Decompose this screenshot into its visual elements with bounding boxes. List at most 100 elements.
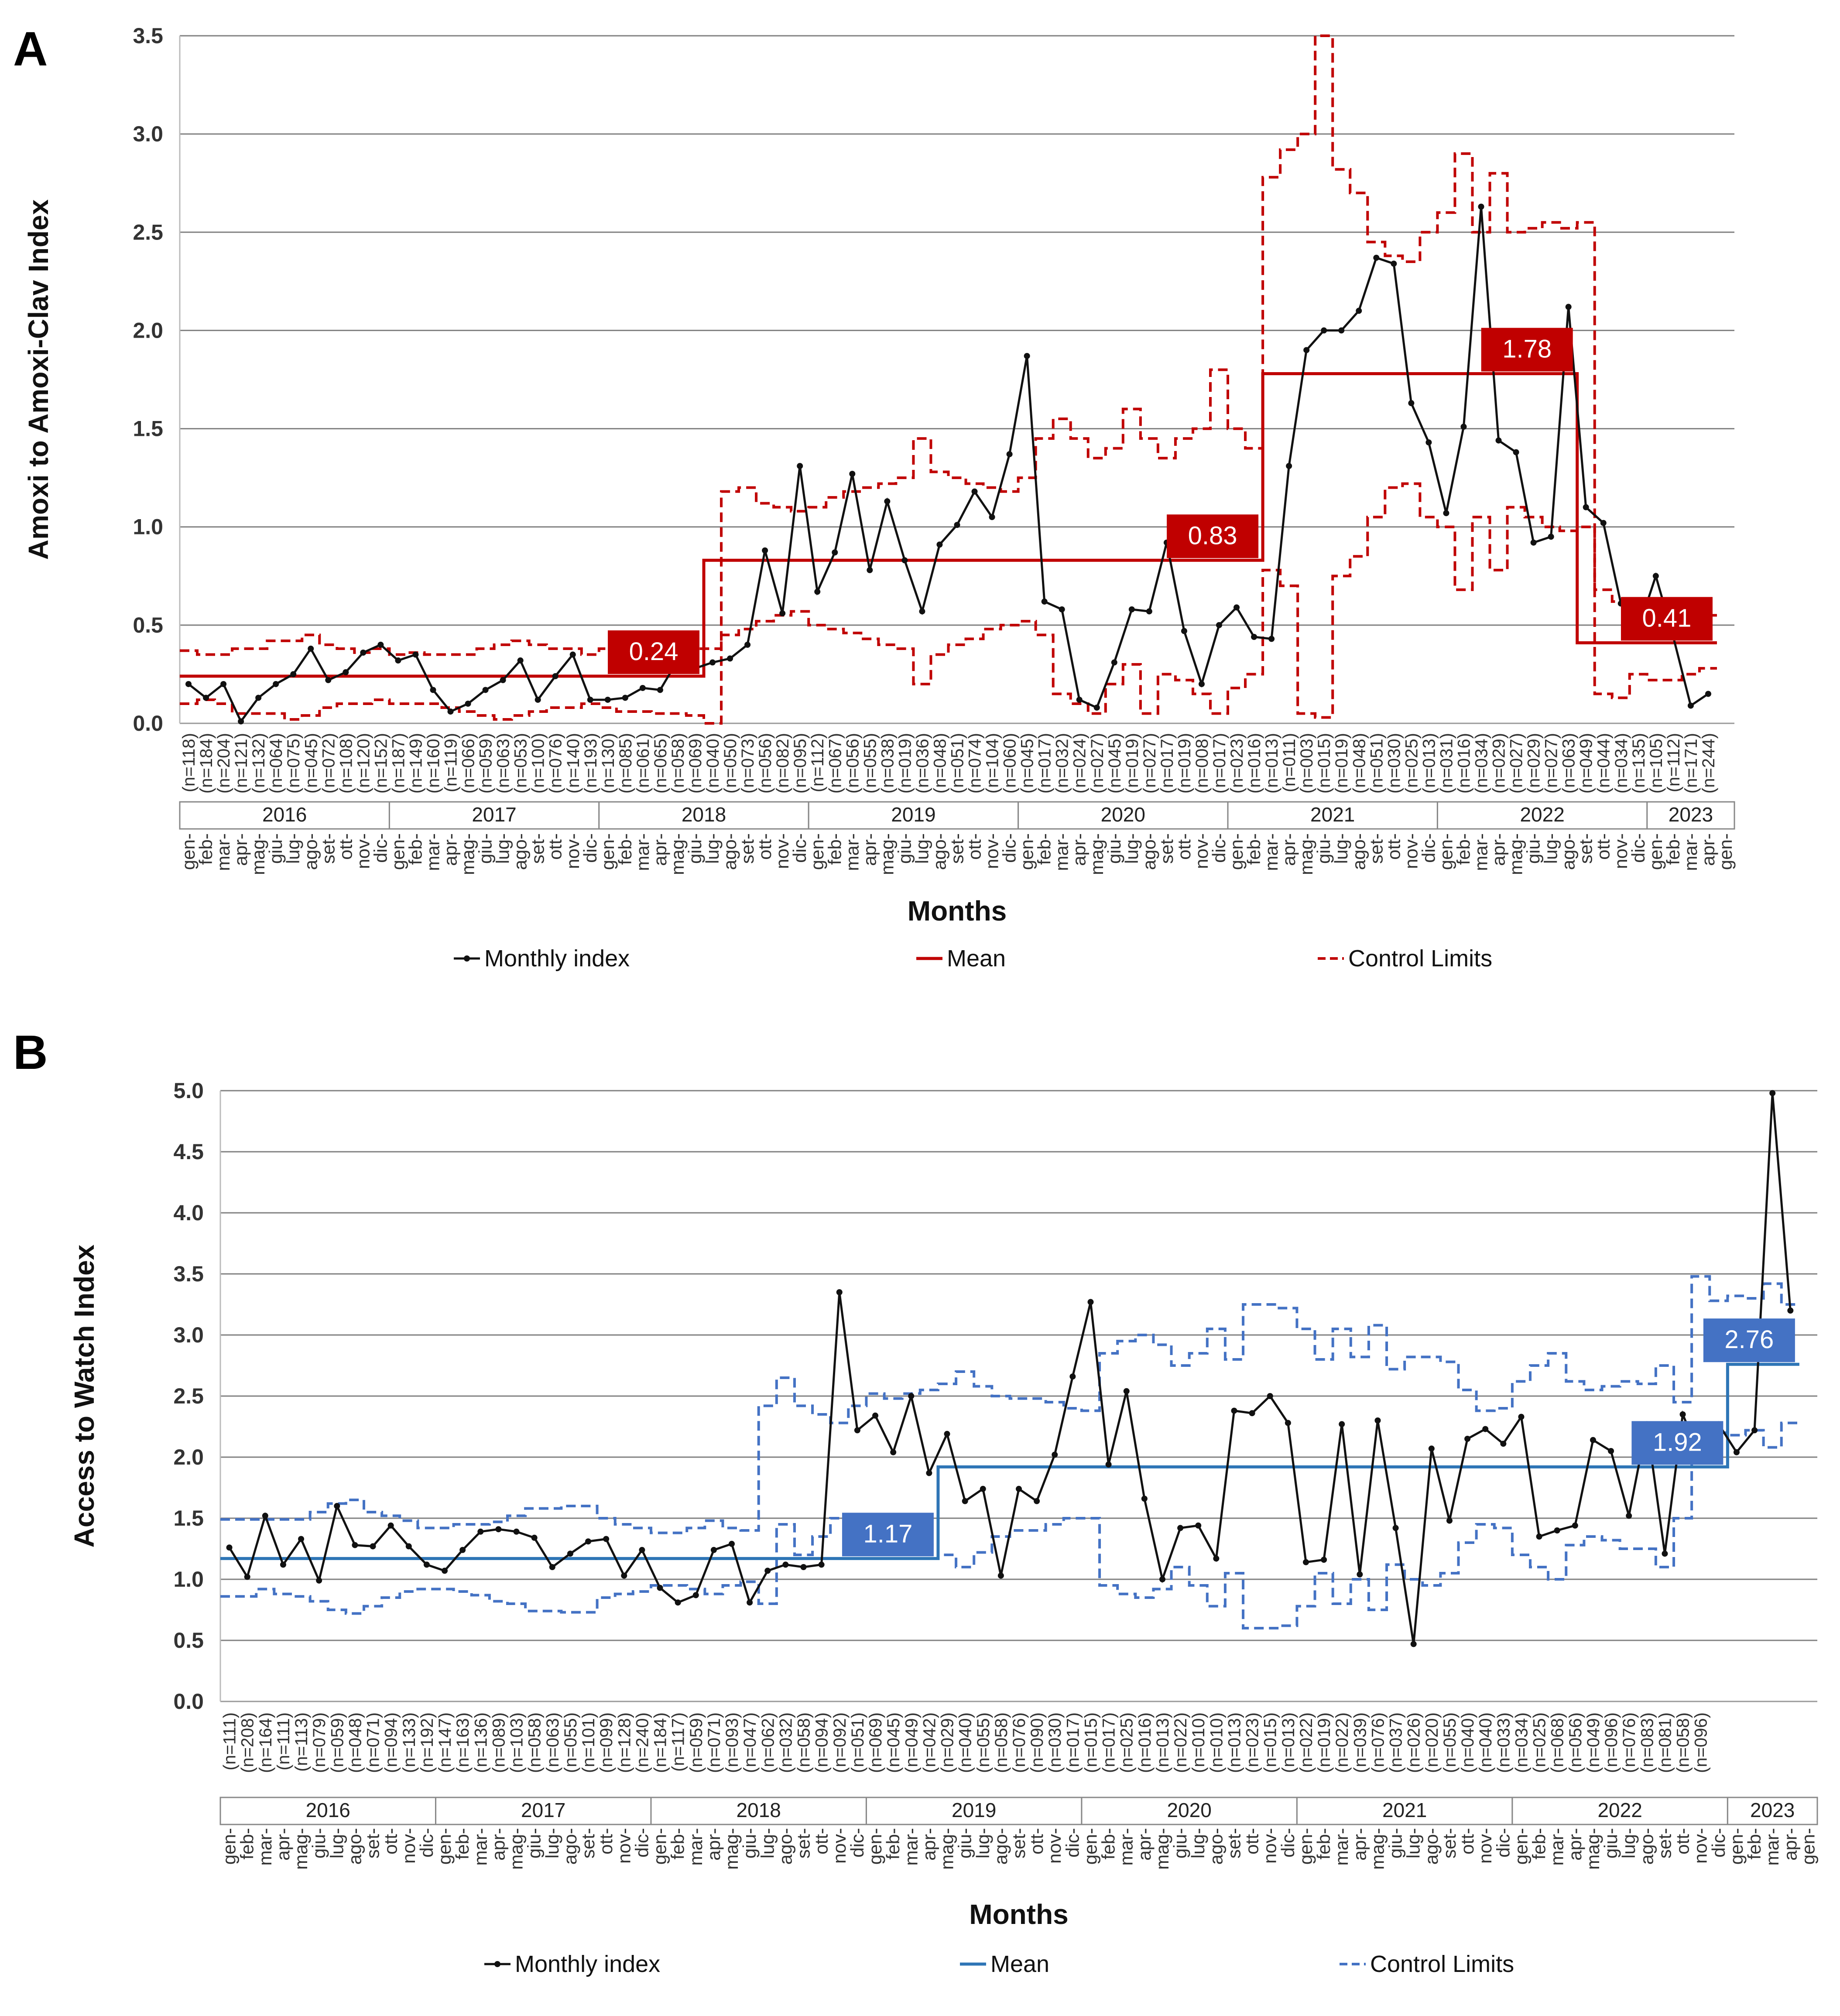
x-tick-month-label: mar-	[842, 833, 862, 871]
x-tick-n-label: (n=132)	[249, 733, 268, 794]
x-tick-n-label: (n=079)	[310, 1712, 329, 1773]
x-tick-month-label: dic-	[847, 1828, 867, 1858]
monthly-index-point	[604, 696, 611, 703]
x-tick-month-label: giu-	[1600, 1828, 1621, 1859]
x-tick-month-label: ago-	[1139, 833, 1159, 870]
monthly-index-point	[1679, 1411, 1686, 1417]
x-tick-month-label: ott-	[596, 1828, 616, 1855]
x-tick-n-label: (n=019)	[1332, 733, 1351, 794]
x-tick-n-label: (n=016)	[1454, 733, 1473, 794]
y-tick-label: 2.5	[173, 1384, 204, 1408]
monthly-index-point	[1391, 260, 1397, 267]
x-tick-month-label: lug-	[493, 833, 513, 864]
panel-letter: A	[13, 22, 48, 76]
x-tick-n-label: (n=027)	[1507, 733, 1526, 794]
x-axis-title: Months	[908, 895, 1007, 927]
monthly-index-point	[587, 696, 593, 703]
x-tick-n-label: (n=133)	[400, 1712, 419, 1773]
x-tick-month-label: apr-	[1698, 833, 1718, 866]
monthly-index-point	[675, 1599, 681, 1606]
x-tick-n-label: (n=058)	[1674, 1712, 1693, 1773]
x-tick-month-label: set-	[1008, 1828, 1029, 1859]
x-tick-n-label: (n=163)	[453, 1712, 473, 1773]
y-axis-title: Access to Watch Index	[69, 1244, 100, 1547]
year-label: 2023	[1750, 1799, 1795, 1821]
monthly-index-point	[1177, 1525, 1184, 1531]
x-tick-month-label: set-	[528, 833, 548, 864]
x-tick-n-label: (n=022)	[1297, 1712, 1316, 1773]
monthly-index-point	[692, 1592, 699, 1598]
monthly-index-point	[1460, 424, 1467, 430]
x-tick-month-label: mar-	[255, 1828, 275, 1865]
legend-label-monthly: Monthly index	[515, 1951, 660, 1977]
x-tick-month-label: mag-	[937, 1828, 957, 1870]
x-tick-n-label: (n=029)	[938, 1712, 957, 1773]
x-tick-n-label: (n=017)	[1100, 1712, 1119, 1773]
monthly-index-point	[657, 1585, 663, 1591]
x-tick-month-label: set-	[1223, 1828, 1244, 1859]
x-tick-n-label: (n=013)	[1262, 733, 1281, 794]
x-tick-month-label: nov-	[829, 1828, 850, 1864]
x-tick-n-label: (n=064)	[267, 733, 286, 794]
monthly-index-point	[1536, 1533, 1542, 1540]
monthly-index-point	[549, 1564, 555, 1570]
x-tick-month-label: mag-	[458, 833, 478, 875]
x-tick-n-label: (n=022)	[1171, 1712, 1190, 1773]
monthly-index-point	[1041, 598, 1048, 605]
monthly-index-point	[980, 1485, 986, 1492]
x-tick-month-label: ago-	[1206, 1828, 1226, 1865]
x-tick-n-label: (n=103)	[507, 1712, 527, 1773]
monthly-index-point	[639, 685, 646, 691]
monthly-index-point	[1024, 353, 1030, 359]
x-tick-month-label: ott-	[1383, 833, 1404, 860]
x-tick-n-label: (n=120)	[354, 733, 373, 794]
year-box	[1646, 801, 1735, 830]
x-tick-month-label: ago-	[775, 1828, 795, 1865]
x-tick-n-label: (n=025)	[1402, 733, 1421, 794]
x-tick-month-label: mag-	[506, 1828, 527, 1870]
monthly-index-point	[762, 547, 768, 554]
x-tick-n-label: (n=048)	[346, 1712, 365, 1773]
year-label: 2018	[737, 1799, 781, 1821]
y-tick-label: 4.0	[173, 1201, 204, 1225]
year-label: 2017	[472, 803, 516, 826]
mean-label-box	[1167, 514, 1259, 558]
x-tick-n-label: (n=068)	[1548, 1712, 1567, 1773]
x-tick-n-label: (n=117)	[669, 1712, 688, 1772]
x-tick-n-label: (n=076)	[1368, 1712, 1388, 1773]
legend-label-monthly: Monthly index	[484, 945, 630, 972]
x-tick-month-label: mag-	[1296, 833, 1316, 875]
monthly-index-point	[901, 557, 908, 564]
x-tick-n-label: (n=111)	[220, 1712, 240, 1770]
monthly-index-point	[1410, 1641, 1417, 1647]
x-tick-month-label: nov-	[1191, 833, 1212, 869]
x-tick-n-label: (n=027)	[1542, 733, 1561, 794]
x-tick-n-label: (n=063)	[1559, 733, 1579, 794]
monthly-index-point	[1231, 1407, 1237, 1414]
x-tick-n-label: (n=140)	[564, 733, 583, 794]
x-tick-month-label: ott-	[1457, 1828, 1477, 1855]
monthly-index-point	[908, 1393, 915, 1399]
mean-label-box	[1481, 328, 1573, 372]
x-tick-n-label: (n=024)	[1070, 733, 1090, 794]
x-tick-n-label: (n=072)	[319, 733, 338, 794]
y-tick-label: 2.0	[173, 1445, 204, 1469]
mean-value-label: 0.83	[1188, 521, 1237, 550]
x-tick-month-label: dic-	[1418, 833, 1439, 863]
x-tick-n-label: (n=105)	[1647, 733, 1666, 794]
monthly-index-point	[1285, 1420, 1291, 1426]
x-tick-n-label: (n=019)	[1315, 1712, 1334, 1773]
x-tick-n-label: (n=082)	[773, 733, 792, 794]
monthly-index-point	[962, 1498, 968, 1504]
x-tick-n-label: (n=081)	[1655, 1712, 1675, 1773]
x-tick-month-label: ago-	[929, 833, 949, 870]
monthly-index-point	[244, 1574, 250, 1580]
mean-label-box	[842, 1513, 934, 1557]
year-label: 2016	[306, 1799, 350, 1821]
x-tick-month-label: mag-	[1367, 1828, 1388, 1870]
x-tick-month-label: giu-	[265, 833, 286, 864]
monthly-index-point	[1687, 702, 1694, 709]
x-tick-n-label: (n=128)	[615, 1712, 634, 1773]
x-tick-month-label: mag-	[1086, 833, 1107, 875]
x-tick-n-label: (n=055)	[1440, 1712, 1460, 1773]
